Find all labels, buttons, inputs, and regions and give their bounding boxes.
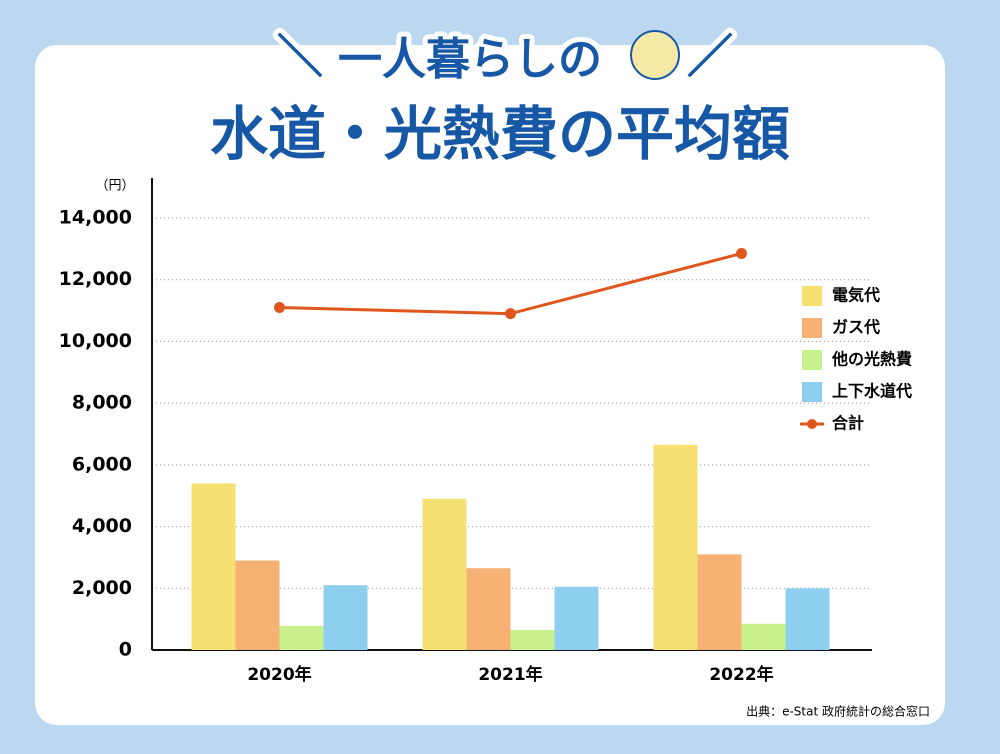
point bbox=[736, 247, 747, 259]
title-line: 水道・光熱費の平均額 bbox=[210, 100, 790, 168]
legend-swatch bbox=[802, 382, 822, 402]
mascot bbox=[630, 30, 680, 80]
y-tick-label: 8,000 bbox=[72, 392, 132, 414]
y-tick-label: 4,000 bbox=[72, 515, 132, 537]
y-tick-label: 14,000 bbox=[59, 207, 132, 229]
x-tick-label: 2021年 bbox=[478, 664, 542, 685]
legend-swatch bbox=[802, 286, 822, 306]
bar bbox=[191, 483, 236, 650]
x-tick-label: 2022年 bbox=[709, 664, 773, 685]
y-tick-label: 6,000 bbox=[72, 453, 132, 475]
bar bbox=[466, 568, 511, 650]
legend-swatch bbox=[807, 419, 817, 429]
bar bbox=[697, 554, 742, 650]
legend-swatch bbox=[802, 318, 822, 338]
bar bbox=[510, 629, 555, 650]
bar bbox=[422, 498, 467, 650]
y-tick-label: 0 bbox=[119, 639, 132, 661]
bar bbox=[554, 586, 599, 650]
y-tick-label: 12,000 bbox=[59, 268, 132, 290]
bar bbox=[235, 560, 280, 650]
legend-swatch bbox=[802, 350, 822, 370]
bar bbox=[785, 588, 830, 650]
deco: ＼ bbox=[277, 30, 323, 84]
unit: （円） bbox=[95, 179, 134, 194]
legend-label: ガス代 bbox=[832, 318, 880, 337]
bar bbox=[279, 625, 324, 650]
y-tick-label: 2,000 bbox=[72, 577, 132, 599]
legend-label: 電気代 bbox=[832, 286, 880, 305]
legend-label: 他の光熱費 bbox=[831, 350, 912, 369]
bar bbox=[653, 444, 698, 650]
point bbox=[505, 308, 516, 320]
bar bbox=[741, 623, 786, 650]
y-tick-label: 10,000 bbox=[59, 330, 132, 352]
legend-label: 上下水道代 bbox=[832, 382, 912, 401]
source: 出典：e-Stat 政府統計の総合窓口 bbox=[746, 704, 930, 719]
legend-label: 合計 bbox=[832, 414, 864, 433]
deco: ／ bbox=[687, 30, 733, 84]
x-tick-label: 2020年 bbox=[247, 664, 311, 685]
bar bbox=[323, 585, 368, 650]
point bbox=[274, 301, 285, 313]
title-line: 一人暮らしの bbox=[338, 34, 602, 85]
